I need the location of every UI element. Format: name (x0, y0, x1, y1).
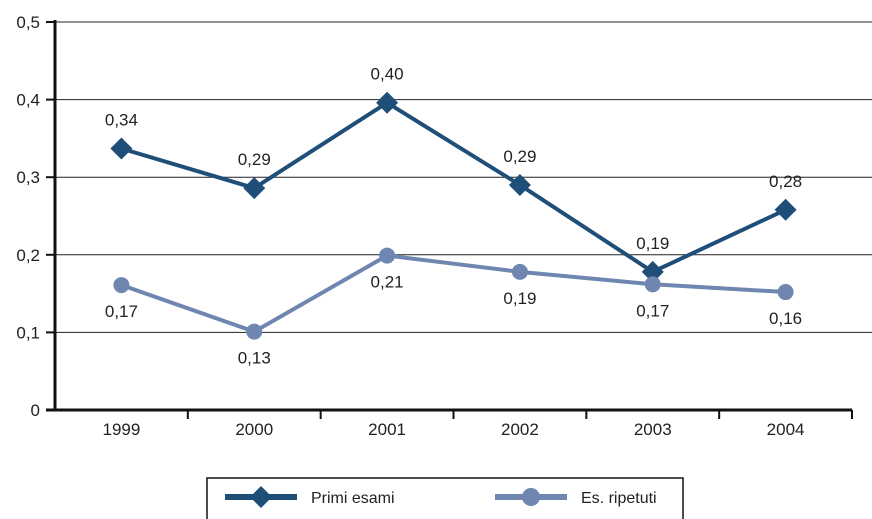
series-line (120, 100, 787, 274)
data-point-circle (511, 263, 528, 280)
y-tick-label: 0,5 (16, 13, 40, 32)
data-label: 0,13 (238, 349, 271, 368)
y-tick-label: 0,2 (16, 246, 40, 265)
data-point-circle (113, 277, 130, 294)
axes (46, 20, 852, 412)
data-label: 0,19 (503, 289, 536, 308)
data-point-circle (379, 247, 396, 264)
y-axis-ticks: 0 0,1 0,2 0,3 0,4 0,5 (16, 13, 55, 420)
data-label: 0,29 (503, 147, 536, 166)
series-group: 0,34 0,29 0,40 0,29 0,19 0,28 0,17 0,13 0,21 0,19… (105, 65, 802, 368)
data-point-diamond (243, 177, 266, 200)
data-point-diamond (641, 260, 664, 283)
data-label: 0,34 (105, 110, 138, 129)
x-tick-label: 2000 (235, 420, 273, 439)
legend: Primi esami Es. ripetuti (206, 477, 684, 519)
data-label: 0,40 (371, 65, 404, 84)
data-label: 0,17 (636, 301, 669, 320)
gridlines (55, 21, 872, 333)
legend-marker-circle (522, 488, 540, 506)
legend-label: Es. ripetuti (581, 490, 657, 507)
data-point-diamond (376, 91, 399, 114)
x-tick-label: 2004 (767, 420, 805, 439)
legend-marker-diamond (250, 486, 272, 508)
series-line (120, 253, 786, 334)
y-tick-label: 0,1 (16, 323, 40, 342)
x-tick-label: 2003 (634, 420, 672, 439)
data-label: 0,29 (238, 150, 271, 169)
legend-item: Es. ripetuti (495, 488, 657, 507)
x-axis-ticks: 1999 2000 2001 2002 2003 2004 (103, 410, 853, 439)
data-point-circle (246, 323, 263, 340)
data-point-diamond (508, 173, 531, 196)
series-1: 0,34 0,29 0,40 0,29 0,19 0,28 (105, 65, 802, 283)
x-tick-label: 1999 (103, 420, 141, 439)
x-tick-label: 2001 (368, 420, 406, 439)
data-point-diamond (774, 198, 797, 221)
data-point-circle (644, 276, 661, 293)
data-point-circle (777, 284, 794, 301)
data-point-diamond (110, 137, 133, 160)
series-2: 0,17 0,13 0,21 0,19 0,17 0,16 (105, 247, 802, 368)
data-label: 0,19 (636, 234, 669, 253)
legend-label: Primi esami (311, 490, 395, 507)
y-tick-label: 0 (31, 401, 40, 420)
y-tick-label: 0,4 (16, 91, 40, 110)
data-label: 0,17 (105, 302, 138, 321)
data-label: 0,28 (769, 172, 802, 191)
legend-item: Primi esami (225, 486, 395, 508)
data-label: 0,16 (769, 309, 802, 328)
y-tick-label: 0,3 (16, 168, 40, 187)
x-tick-label: 2002 (501, 420, 539, 439)
data-label: 0,21 (371, 273, 404, 292)
